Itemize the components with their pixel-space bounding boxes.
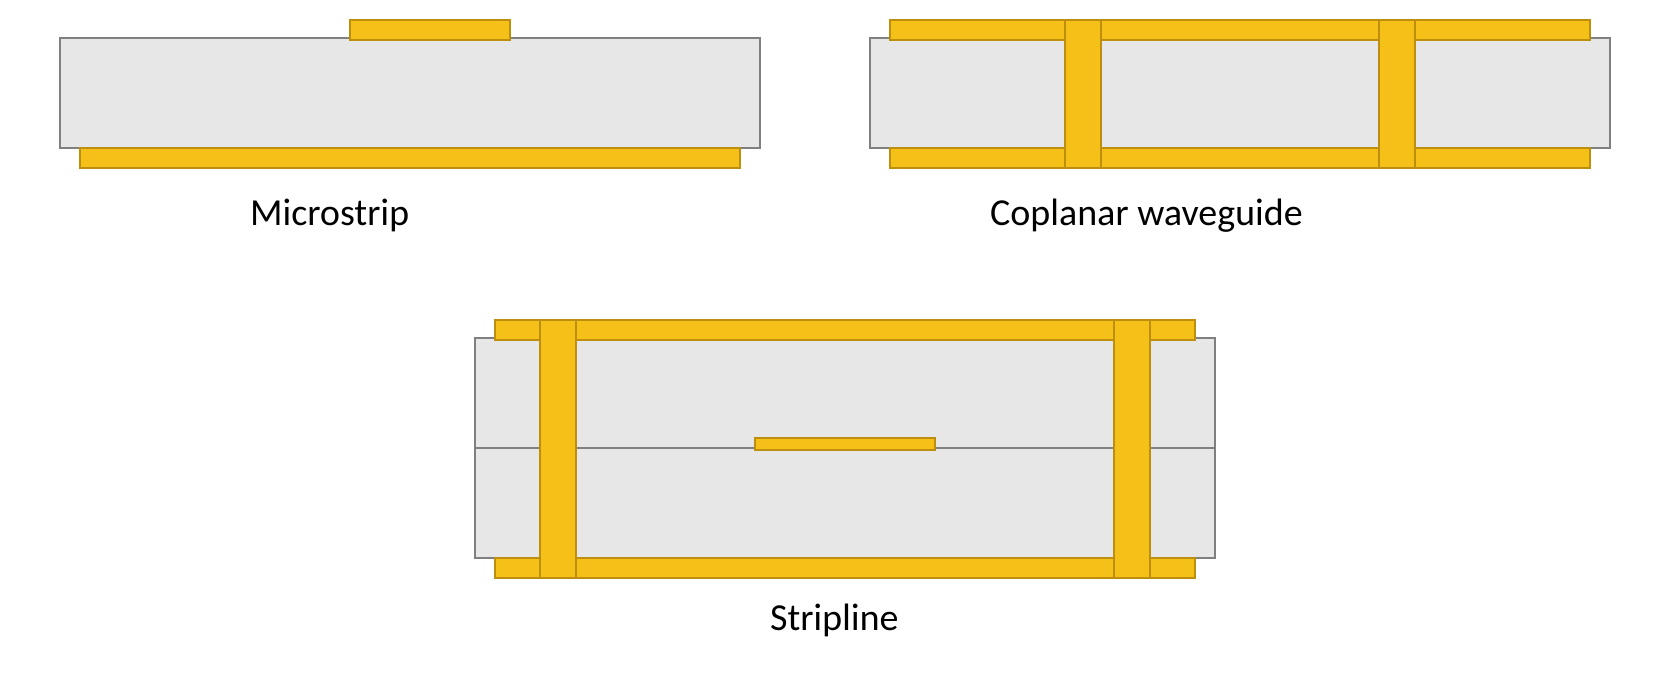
microstrip-diagram [60,20,760,168]
stripline-label: Stripline [770,595,898,641]
stripline-diagram [475,320,1215,578]
microstrip-label: Microstrip [250,190,409,236]
coplanar-label: Coplanar waveguide [990,190,1303,236]
transmission-line-diagrams [0,0,1675,694]
coplanar-diagram [870,20,1610,168]
